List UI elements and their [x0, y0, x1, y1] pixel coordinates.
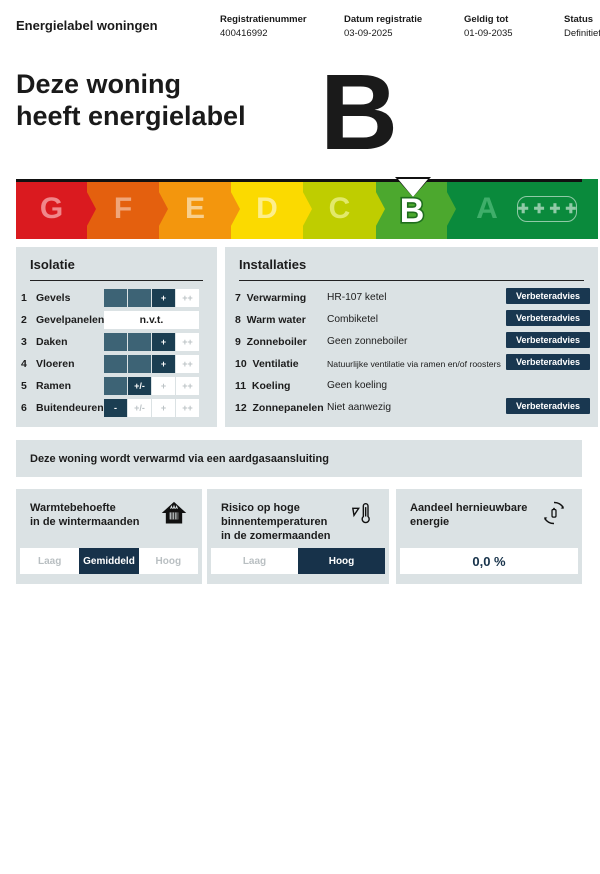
- svg-text:B: B: [400, 192, 425, 230]
